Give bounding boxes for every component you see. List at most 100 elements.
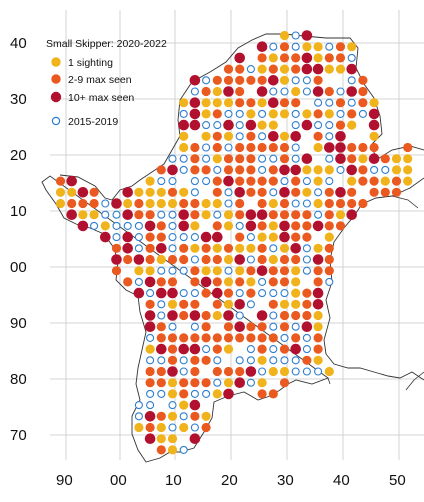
record-dot-2015-2019 [190, 188, 199, 197]
record-dot-10-plus-max-seen [368, 153, 380, 164]
record-dot-2-9-max-seen [212, 187, 222, 197]
record-dot-2-9-max-seen [313, 277, 323, 287]
y-tick-70: 70 [10, 427, 27, 444]
record-dot-1-sighting [212, 154, 222, 164]
record-dot-1-sighting [223, 221, 234, 231]
record-dot-10-plus-max-seen [268, 131, 279, 142]
record-dot-2-9-max-seen [257, 75, 267, 85]
record-dot-2-9-max-seen [179, 299, 189, 309]
record-dot-1-sighting [156, 422, 166, 433]
record-dot-2-9-max-seen [279, 42, 290, 52]
record-dot-1-sighting [78, 210, 88, 220]
record-dot-2015-2019 [269, 42, 278, 51]
record-dot-2015-2019 [280, 333, 289, 342]
record-dot-2-9-max-seen [246, 75, 256, 85]
record-dot-10-plus-max-seen [111, 198, 122, 209]
record-dot-2015-2019 [179, 109, 188, 118]
record-dot-2015-2019 [246, 300, 255, 309]
record-dot-1-sighting [257, 98, 267, 108]
record-dot-2-9-max-seen [302, 355, 312, 365]
y-tick-80: 80 [10, 371, 27, 388]
record-dot-1-sighting [302, 187, 312, 197]
record-dot-2015-2019 [146, 401, 155, 410]
record-dot-2-9-max-seen [335, 120, 346, 130]
record-dot-10-plus-max-seen [301, 63, 313, 75]
record-dot-10-plus-max-seen [189, 433, 201, 445]
record-dot-2-9-max-seen [302, 232, 312, 242]
record-dot-10-plus-max-seen [189, 343, 201, 355]
record-dot-1-sighting [167, 434, 178, 444]
record-dot-1-sighting [279, 243, 290, 253]
record-dot-10-plus-max-seen [100, 231, 111, 243]
record-dot-2015-2019 [179, 445, 188, 454]
record-dot-2-9-max-seen [324, 187, 334, 197]
record-dot-2015-2019 [302, 333, 311, 342]
record-dot-1-sighting [179, 98, 189, 108]
record-dot-2015-2019 [213, 356, 222, 365]
record-dot-2-9-max-seen [212, 75, 222, 85]
record-dot-10-plus-max-seen [77, 220, 89, 232]
record-dot-1-sighting [302, 42, 312, 52]
record-dot-2-9-max-seen [179, 198, 189, 209]
record-dot-1-sighting [156, 434, 166, 444]
record-dot-2-9-max-seen [212, 221, 222, 231]
record-dot-2-9-max-seen [190, 299, 200, 309]
record-dot-2-9-max-seen [380, 187, 390, 197]
record-dot-2015-2019 [325, 121, 334, 130]
record-dot-2-9-max-seen [235, 176, 245, 186]
record-dot-10-plus-max-seen [256, 86, 268, 97]
record-dot-1-sighting [123, 198, 133, 209]
record-dot-1-sighting [246, 277, 256, 287]
record-dot-2-9-max-seen [291, 254, 301, 265]
record-dot-2-9-max-seen [279, 154, 290, 164]
record-dot-2015-2019 [168, 322, 177, 331]
record-dot-1-sighting [201, 210, 211, 220]
record-dot-10-plus-max-seen [66, 209, 77, 220]
record-dot-2-9-max-seen [190, 411, 200, 421]
record-dot-2-9-max-seen [279, 53, 290, 63]
record-dot-2-9-max-seen [391, 176, 402, 186]
record-dot-2-9-max-seen [212, 299, 222, 309]
record-dot-2015-2019 [314, 367, 323, 376]
legend-marker-1-sighting [51, 57, 61, 67]
record-dot-2-9-max-seen [145, 243, 155, 253]
record-dot-10-plus-max-seen [122, 187, 133, 198]
record-dot-2-9-max-seen [235, 232, 245, 242]
record-dot-2015-2019 [258, 277, 267, 286]
record-dot-2-9-max-seen [179, 333, 189, 343]
record-dot-10-plus-max-seen [178, 220, 189, 232]
record-dot-2015-2019 [134, 401, 143, 410]
record-dot-2015-2019 [258, 154, 267, 163]
record-dot-10-plus-max-seen [312, 287, 324, 299]
record-dot-2-9-max-seen [179, 254, 189, 265]
record-dot-10-plus-max-seen [234, 377, 245, 389]
record-dot-1-sighting [246, 243, 256, 253]
record-dot-1-sighting [403, 154, 413, 164]
record-dot-10-plus-max-seen [256, 265, 268, 277]
record-dot-2015-2019 [325, 277, 334, 286]
record-dot-10-plus-max-seen [301, 52, 313, 64]
record-dot-2-9-max-seen [167, 344, 178, 354]
record-dot-2-9-max-seen [156, 378, 166, 388]
record-dot-2-9-max-seen [201, 243, 211, 253]
record-dot-1-sighting [380, 176, 390, 186]
record-dot-2015-2019 [280, 87, 289, 96]
record-dot-10-plus-max-seen [77, 187, 89, 198]
record-dot-2-9-max-seen [324, 254, 334, 265]
record-dot-2-9-max-seen [279, 344, 290, 354]
record-dot-1-sighting [145, 187, 155, 197]
record-dot-2015-2019 [179, 154, 188, 163]
boundary-detail [327, 195, 424, 391]
record-dot-2-9-max-seen [313, 266, 323, 276]
record-dot-2015-2019 [190, 423, 199, 432]
record-dot-2015-2019 [325, 42, 334, 51]
record-dot-2-9-max-seen [358, 75, 368, 85]
record-dot-2015-2019 [314, 98, 323, 107]
record-dot-2015-2019 [291, 109, 300, 118]
record-dot-1-sighting [134, 266, 144, 276]
record-dot-2015-2019 [336, 109, 345, 118]
record-dot-1-sighting [268, 109, 278, 119]
record-dot-2-9-max-seen [123, 277, 133, 287]
record-dot-1-sighting [347, 42, 357, 52]
record-dot-2-9-max-seen [156, 445, 166, 455]
